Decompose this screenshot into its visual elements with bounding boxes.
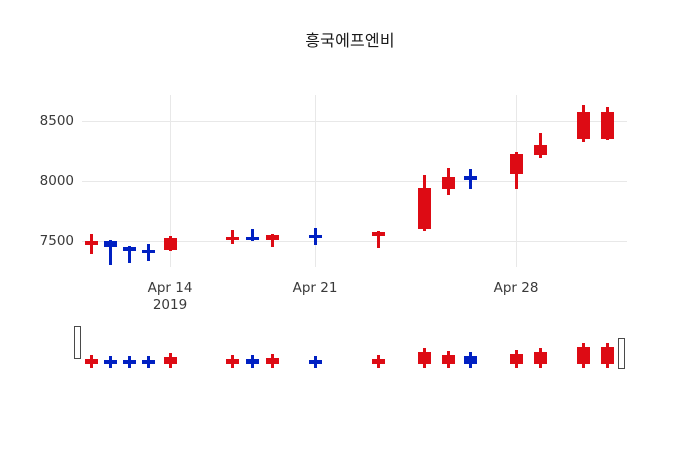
volume-bar xyxy=(533,322,547,370)
candle-body xyxy=(308,235,322,239)
x-axis-tick-label: Apr 21 xyxy=(292,280,338,296)
page-title: 흥국에프엔비 xyxy=(305,31,395,50)
volume-bar-body xyxy=(245,359,259,364)
candlestick xyxy=(265,95,279,267)
candle-body xyxy=(417,188,431,229)
volume-bar xyxy=(441,322,455,370)
volume-bar-body xyxy=(122,360,136,364)
volume-scale-marker-body xyxy=(74,325,81,360)
candlestick xyxy=(600,95,614,267)
candle-body xyxy=(371,232,385,236)
volume-scale-marker xyxy=(74,322,81,370)
candle-wick xyxy=(127,245,131,264)
volume-bar-body xyxy=(576,346,590,364)
volume-bar xyxy=(225,322,239,370)
volume-bar-body xyxy=(463,355,477,364)
volume-bar xyxy=(103,322,117,370)
volume-bar-body xyxy=(163,357,177,364)
y-axis-tick-label: 8000 xyxy=(39,173,74,189)
candlestick xyxy=(576,95,590,267)
candlestick xyxy=(463,95,477,267)
candle-body xyxy=(163,238,177,251)
candle-wick xyxy=(270,233,274,247)
y-axis-tick-label: 8500 xyxy=(39,113,74,130)
candle-body xyxy=(225,237,239,241)
volume-bar xyxy=(163,322,177,370)
candlestick xyxy=(122,95,136,267)
volume-bar xyxy=(576,322,590,370)
candlestick xyxy=(533,95,547,267)
gridline-vertical xyxy=(170,95,171,267)
candle-body xyxy=(463,176,477,180)
volume-bar-body xyxy=(103,359,117,364)
candle-body xyxy=(600,111,614,140)
candlestick xyxy=(509,95,523,267)
volume-bar-body xyxy=(509,353,523,364)
candle-wick xyxy=(376,231,380,248)
candle-body xyxy=(509,153,523,174)
candle-body xyxy=(84,240,98,246)
candle-body xyxy=(441,177,455,190)
candlestick xyxy=(84,95,98,267)
volume-bar-body xyxy=(600,347,614,364)
volume-bar-body xyxy=(308,360,322,364)
volume-bar-body xyxy=(84,358,98,364)
candle-body xyxy=(122,246,136,252)
volume-bar-body xyxy=(533,351,547,364)
candle-wick xyxy=(108,239,112,265)
candle-body xyxy=(245,237,259,241)
volume-bar xyxy=(600,322,614,370)
x-axis-tick-label: Apr 28 xyxy=(493,280,539,296)
gridline-vertical xyxy=(315,95,316,267)
volume-bar-body xyxy=(417,352,431,364)
y-axis-tick-label: 7500 xyxy=(39,232,74,249)
gridline-horizontal xyxy=(82,181,627,182)
volume-chart-panel xyxy=(74,322,627,370)
x-axis-tick-label: Apr 14 2019 xyxy=(147,280,193,313)
volume-bar xyxy=(265,322,279,370)
volume-bar xyxy=(371,322,385,370)
volume-bar xyxy=(84,322,98,370)
volume-bar xyxy=(463,322,477,370)
candle-wick xyxy=(250,228,254,241)
volume-scale-marker-body xyxy=(618,338,625,370)
candle-body xyxy=(141,250,155,254)
candlestick xyxy=(225,95,239,267)
gridline-horizontal xyxy=(82,121,627,123)
candlestick xyxy=(371,95,385,267)
volume-bar xyxy=(141,322,155,370)
volume-bar-body xyxy=(441,355,455,364)
candlestick xyxy=(245,95,259,267)
candlestick xyxy=(141,95,155,267)
candlestick xyxy=(308,95,322,267)
candle-body xyxy=(576,111,590,140)
volume-bar xyxy=(122,322,136,370)
candle-body xyxy=(533,145,547,155)
volume-scale-marker xyxy=(618,322,625,370)
gridline-horizontal xyxy=(82,240,627,242)
price-chart-panel xyxy=(82,95,627,267)
volume-bar-body xyxy=(141,360,155,364)
volume-bar xyxy=(245,322,259,370)
volume-bar-body xyxy=(265,358,279,364)
volume-bar-body xyxy=(225,359,239,364)
candle-body xyxy=(265,235,279,240)
candlestick xyxy=(417,95,431,267)
volume-bar xyxy=(308,322,322,370)
volume-bar xyxy=(509,322,523,370)
candlestick xyxy=(441,95,455,267)
candle-body xyxy=(103,240,117,247)
volume-bar xyxy=(417,322,431,370)
volume-bar-body xyxy=(371,359,385,364)
candlestick xyxy=(103,95,117,267)
candlestick xyxy=(163,95,177,267)
